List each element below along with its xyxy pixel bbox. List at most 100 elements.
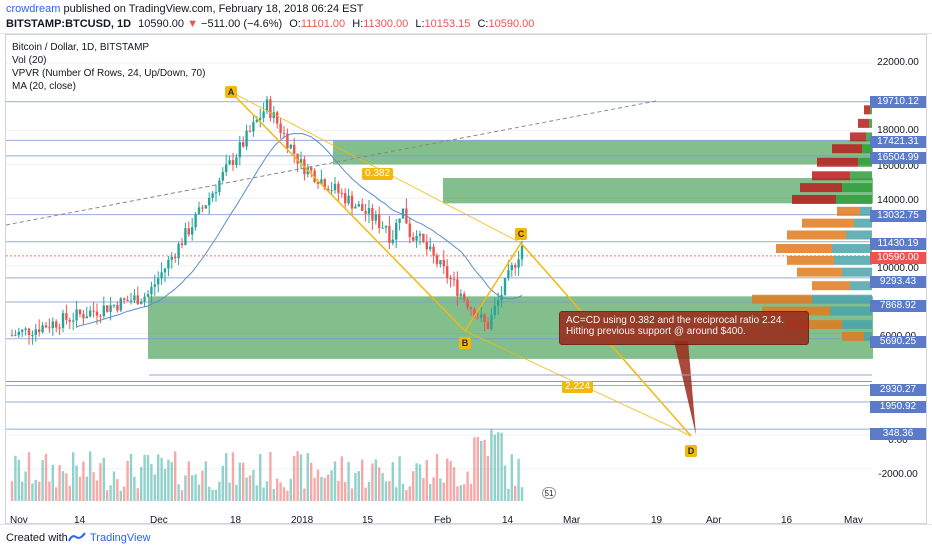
volume-bar [367,481,371,501]
price-tag: 1950.92 [870,401,926,413]
ratio-0382-label[interactable]: 0.382 [362,168,394,180]
ratio-2224-label[interactable]: 2.224 [562,381,594,393]
candlestick-series [10,95,524,345]
green-zone [333,140,873,165]
vpvr-up-bar [870,105,872,115]
candle-body [221,172,224,181]
point-c-label[interactable]: C [515,228,527,240]
candle-body [238,142,241,158]
vpvr-down-bar [792,194,836,204]
volume-bar [157,454,160,501]
volume-bar [123,486,126,501]
volume-bar [347,461,350,501]
candle-body [378,214,381,228]
chart-header: crowdream published on TradingView.com, … [0,0,932,34]
symbol-label: BITSTAMP:BTCUSD, 1D [6,18,132,30]
candle-body [296,153,299,164]
volume-bar [61,471,65,501]
volume-bar [333,461,337,501]
published-text: published on TradingView.com, February 1… [63,3,364,15]
legend-vpvr[interactable]: VPVR (Number Of Rows, 24, Up/Down, 70) [12,68,206,79]
candle-body [517,259,520,268]
volume-bar [469,483,473,501]
chart-canvas[interactable] [6,35,927,524]
vpvr-down-bar [832,144,862,154]
volume-bar [510,454,513,501]
candle-body [412,237,415,241]
volume-bar [34,479,37,501]
volume-bar [507,488,510,501]
price-axis-label: -2000.00 [878,469,918,480]
candle-body [432,246,435,256]
volume-bar [279,482,282,501]
volume-bar [442,482,445,501]
candle-body [276,112,279,124]
candle-body [456,279,459,296]
created-with-text: Created with [6,532,68,544]
date-label: Mar [563,515,581,524]
candle-body [272,112,275,119]
volume-bar [361,459,364,501]
date-label: 19 [651,515,663,524]
annotation-callout[interactable]: AC=CD using 0.382 and the reciprocal rat… [559,311,809,345]
candle-body [520,246,524,260]
candle-body [112,304,116,306]
legend-ma[interactable]: MA (20, close) [12,81,76,92]
high-label: H: [352,18,364,30]
chart-pane[interactable]: Bitcoin / Dollar, 1D, BITSTAMP Vol (20) … [5,34,927,524]
price-tag: 11430.19 [870,238,926,250]
volume-bar [119,490,122,501]
candle-body [354,206,357,209]
candle-body [371,208,374,221]
open-value: 11101.00 [300,18,346,30]
legend-vol[interactable]: Vol (20) [12,55,47,66]
volume-bar [106,490,109,501]
volume-bar [446,458,449,501]
candle-body [41,325,44,333]
volume-bar [204,461,207,501]
volume-bar [160,457,163,501]
volume-bar [72,452,75,501]
volume-bar [364,487,367,501]
flag-badge[interactable]: 51 [542,487,556,499]
price-axis-label: 18000.00 [877,125,919,136]
volume-bar [82,461,85,501]
volume-bar [109,485,112,501]
candle-body [330,190,333,192]
candle-body [140,301,143,305]
candle-body [408,223,411,238]
chart-grid [6,62,872,470]
volume-bar [466,471,469,501]
candle-body [429,246,432,250]
vpvr-down-bar [812,281,850,291]
author-link[interactable]: crowdream [6,3,61,15]
point-d-label[interactable]: D [685,445,697,457]
candle-body [367,208,371,214]
candle-body [146,294,150,297]
point-b-label[interactable]: B [459,337,471,349]
tradingview-brand[interactable]: TradingView [90,532,151,544]
pattern-leg-bc [464,242,522,332]
volume-bar [140,466,143,501]
price-tag: 7868.92 [870,300,926,312]
footer: Created with TradingView [0,524,932,550]
high-value: 11300.00 [363,18,409,30]
candle-body [102,305,105,317]
volume-bar [31,483,34,501]
volume-bar [391,462,394,501]
candle-body [313,170,316,183]
volume-bar [248,475,252,501]
candle-body [466,299,469,308]
candle-body [469,307,473,309]
volume-bar [174,451,177,501]
volume-bar [194,474,197,501]
point-a-label[interactable]: A [225,86,237,98]
volume-bar [102,457,105,501]
vpvr-up-bar [860,206,872,216]
candle-body [282,132,286,134]
candle-body [17,331,20,336]
volume-bar [58,465,61,501]
candle-body [14,335,17,337]
candle-body [116,304,119,311]
candle-body [44,325,48,328]
